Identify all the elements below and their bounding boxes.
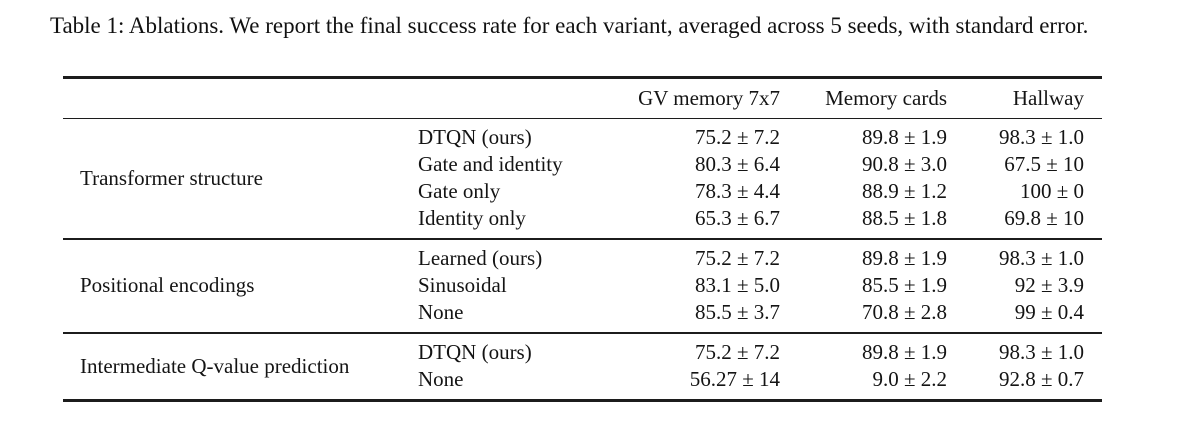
table-rule-mid-2 xyxy=(63,332,1102,334)
value-gv-memory: 75.2 ± 7.2 xyxy=(694,246,780,270)
value-gv-memory: 75.2 ± 7.2 xyxy=(694,340,780,364)
value-memory-cards: 70.8 ± 2.8 xyxy=(861,300,947,324)
value-gv-memory: 65.3 ± 6.7 xyxy=(694,206,780,230)
value-gv-memory: 85.5 ± 3.7 xyxy=(694,300,780,324)
value-hallway: 99 ± 0.4 xyxy=(1014,300,1084,324)
value-hallway: 98.3 ± 1.0 xyxy=(998,125,1084,149)
value-memory-cards: 90.8 ± 3.0 xyxy=(861,152,947,176)
column-header-gv-memory: GV memory 7x7 xyxy=(638,85,780,110)
value-hallway: 92 ± 3.9 xyxy=(1014,273,1084,297)
value-hallway: 98.3 ± 1.0 xyxy=(998,340,1084,364)
column-header-hallway: Hallway xyxy=(1012,85,1084,110)
variant-label: DTQN (ours) xyxy=(418,125,532,149)
table-group-intermediate-q-value: Intermediate Q-value prediction DTQN (ou… xyxy=(63,334,1102,399)
value-hallway: 100 ± 0 xyxy=(1019,179,1084,203)
value-memory-cards: 89.8 ± 1.9 xyxy=(861,125,947,149)
table-group-positional-encodings: Positional encodings Learned (ours) 75.2… xyxy=(63,240,1102,332)
value-memory-cards: 88.9 ± 1.2 xyxy=(861,179,947,203)
value-gv-memory: 80.3 ± 6.4 xyxy=(694,152,780,176)
ablation-table: GV memory 7x7 Memory cards Hallway Trans… xyxy=(63,76,1102,402)
value-gv-memory: 78.3 ± 4.4 xyxy=(694,179,780,203)
variant-label: Gate only xyxy=(418,179,501,203)
value-memory-cards: 89.8 ± 1.9 xyxy=(861,246,947,270)
variant-label: DTQN (ours) xyxy=(418,340,532,364)
variant-label: None xyxy=(418,367,464,391)
value-hallway: 69.8 ± 10 xyxy=(1004,206,1084,230)
value-memory-cards: 9.0 ± 2.2 xyxy=(872,367,947,391)
value-hallway: 92.8 ± 0.7 xyxy=(998,367,1084,391)
table-rule-mid-1 xyxy=(63,238,1102,240)
variant-label: None xyxy=(418,300,464,324)
value-memory-cards: 85.5 ± 1.9 xyxy=(861,273,947,297)
value-gv-memory: 56.27 ± 14 xyxy=(689,367,780,391)
value-gv-memory: 83.1 ± 5.0 xyxy=(694,273,780,297)
table-caption: Table 1: Ablations. We report the final … xyxy=(50,13,1089,38)
value-hallway: 67.5 ± 10 xyxy=(1004,152,1084,176)
table-rule-top xyxy=(63,76,1102,79)
variant-label: Gate and identity xyxy=(418,152,563,176)
column-header-memory-cards: Memory cards xyxy=(825,85,947,110)
variant-label: Sinusoidal xyxy=(418,273,507,297)
variant-label: Learned (ours) xyxy=(418,246,543,270)
table-rule-under-header xyxy=(63,117,1102,119)
table-group-transformer-structure: Transformer structure DTQN (ours) 75.2 ±… xyxy=(63,119,1102,238)
value-hallway: 98.3 ± 1.0 xyxy=(998,246,1084,270)
value-memory-cards: 89.8 ± 1.9 xyxy=(861,340,947,364)
value-gv-memory: 75.2 ± 7.2 xyxy=(694,125,780,149)
table-header-row: GV memory 7x7 Memory cards Hallway xyxy=(63,79,1102,118)
group-label: Intermediate Q-value prediction xyxy=(80,353,350,378)
value-memory-cards: 88.5 ± 1.8 xyxy=(861,206,947,230)
table-rule-bottom xyxy=(63,399,1102,402)
group-label: Positional encodings xyxy=(80,273,255,297)
variant-label: Identity only xyxy=(418,206,526,230)
group-label: Transformer structure xyxy=(80,165,263,190)
